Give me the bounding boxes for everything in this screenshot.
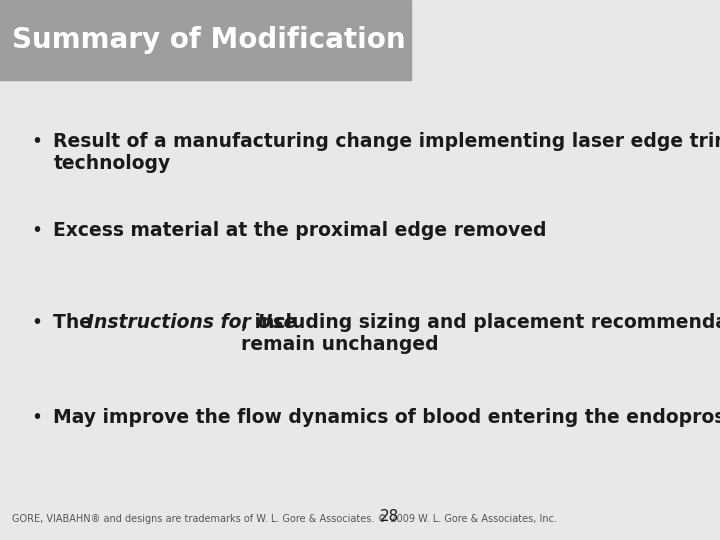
Text: Instructions for Use: Instructions for Use bbox=[87, 313, 297, 332]
Text: , including sizing and placement recommendations
remain unchanged: , including sizing and placement recomme… bbox=[241, 313, 720, 354]
Text: The: The bbox=[53, 313, 99, 332]
Text: 28: 28 bbox=[379, 509, 399, 524]
Text: May improve the flow dynamics of blood entering the endoprosthesis: May improve the flow dynamics of blood e… bbox=[53, 408, 720, 427]
Text: •: • bbox=[32, 408, 42, 427]
Text: •: • bbox=[32, 132, 42, 151]
Text: GORE, VIABAHN® and designs are trademarks of W. L. Gore & Associates. © 2009 W. : GORE, VIABAHN® and designs are trademark… bbox=[12, 514, 557, 524]
Text: Excess material at the proximal edge removed: Excess material at the proximal edge rem… bbox=[53, 221, 547, 240]
Text: Summary of Modification: Summary of Modification bbox=[12, 26, 406, 54]
Text: •: • bbox=[32, 313, 42, 332]
Text: Result of a manufacturing change implementing laser edge trimming
technology: Result of a manufacturing change impleme… bbox=[53, 132, 720, 173]
Text: •: • bbox=[32, 221, 42, 240]
FancyBboxPatch shape bbox=[0, 0, 411, 80]
